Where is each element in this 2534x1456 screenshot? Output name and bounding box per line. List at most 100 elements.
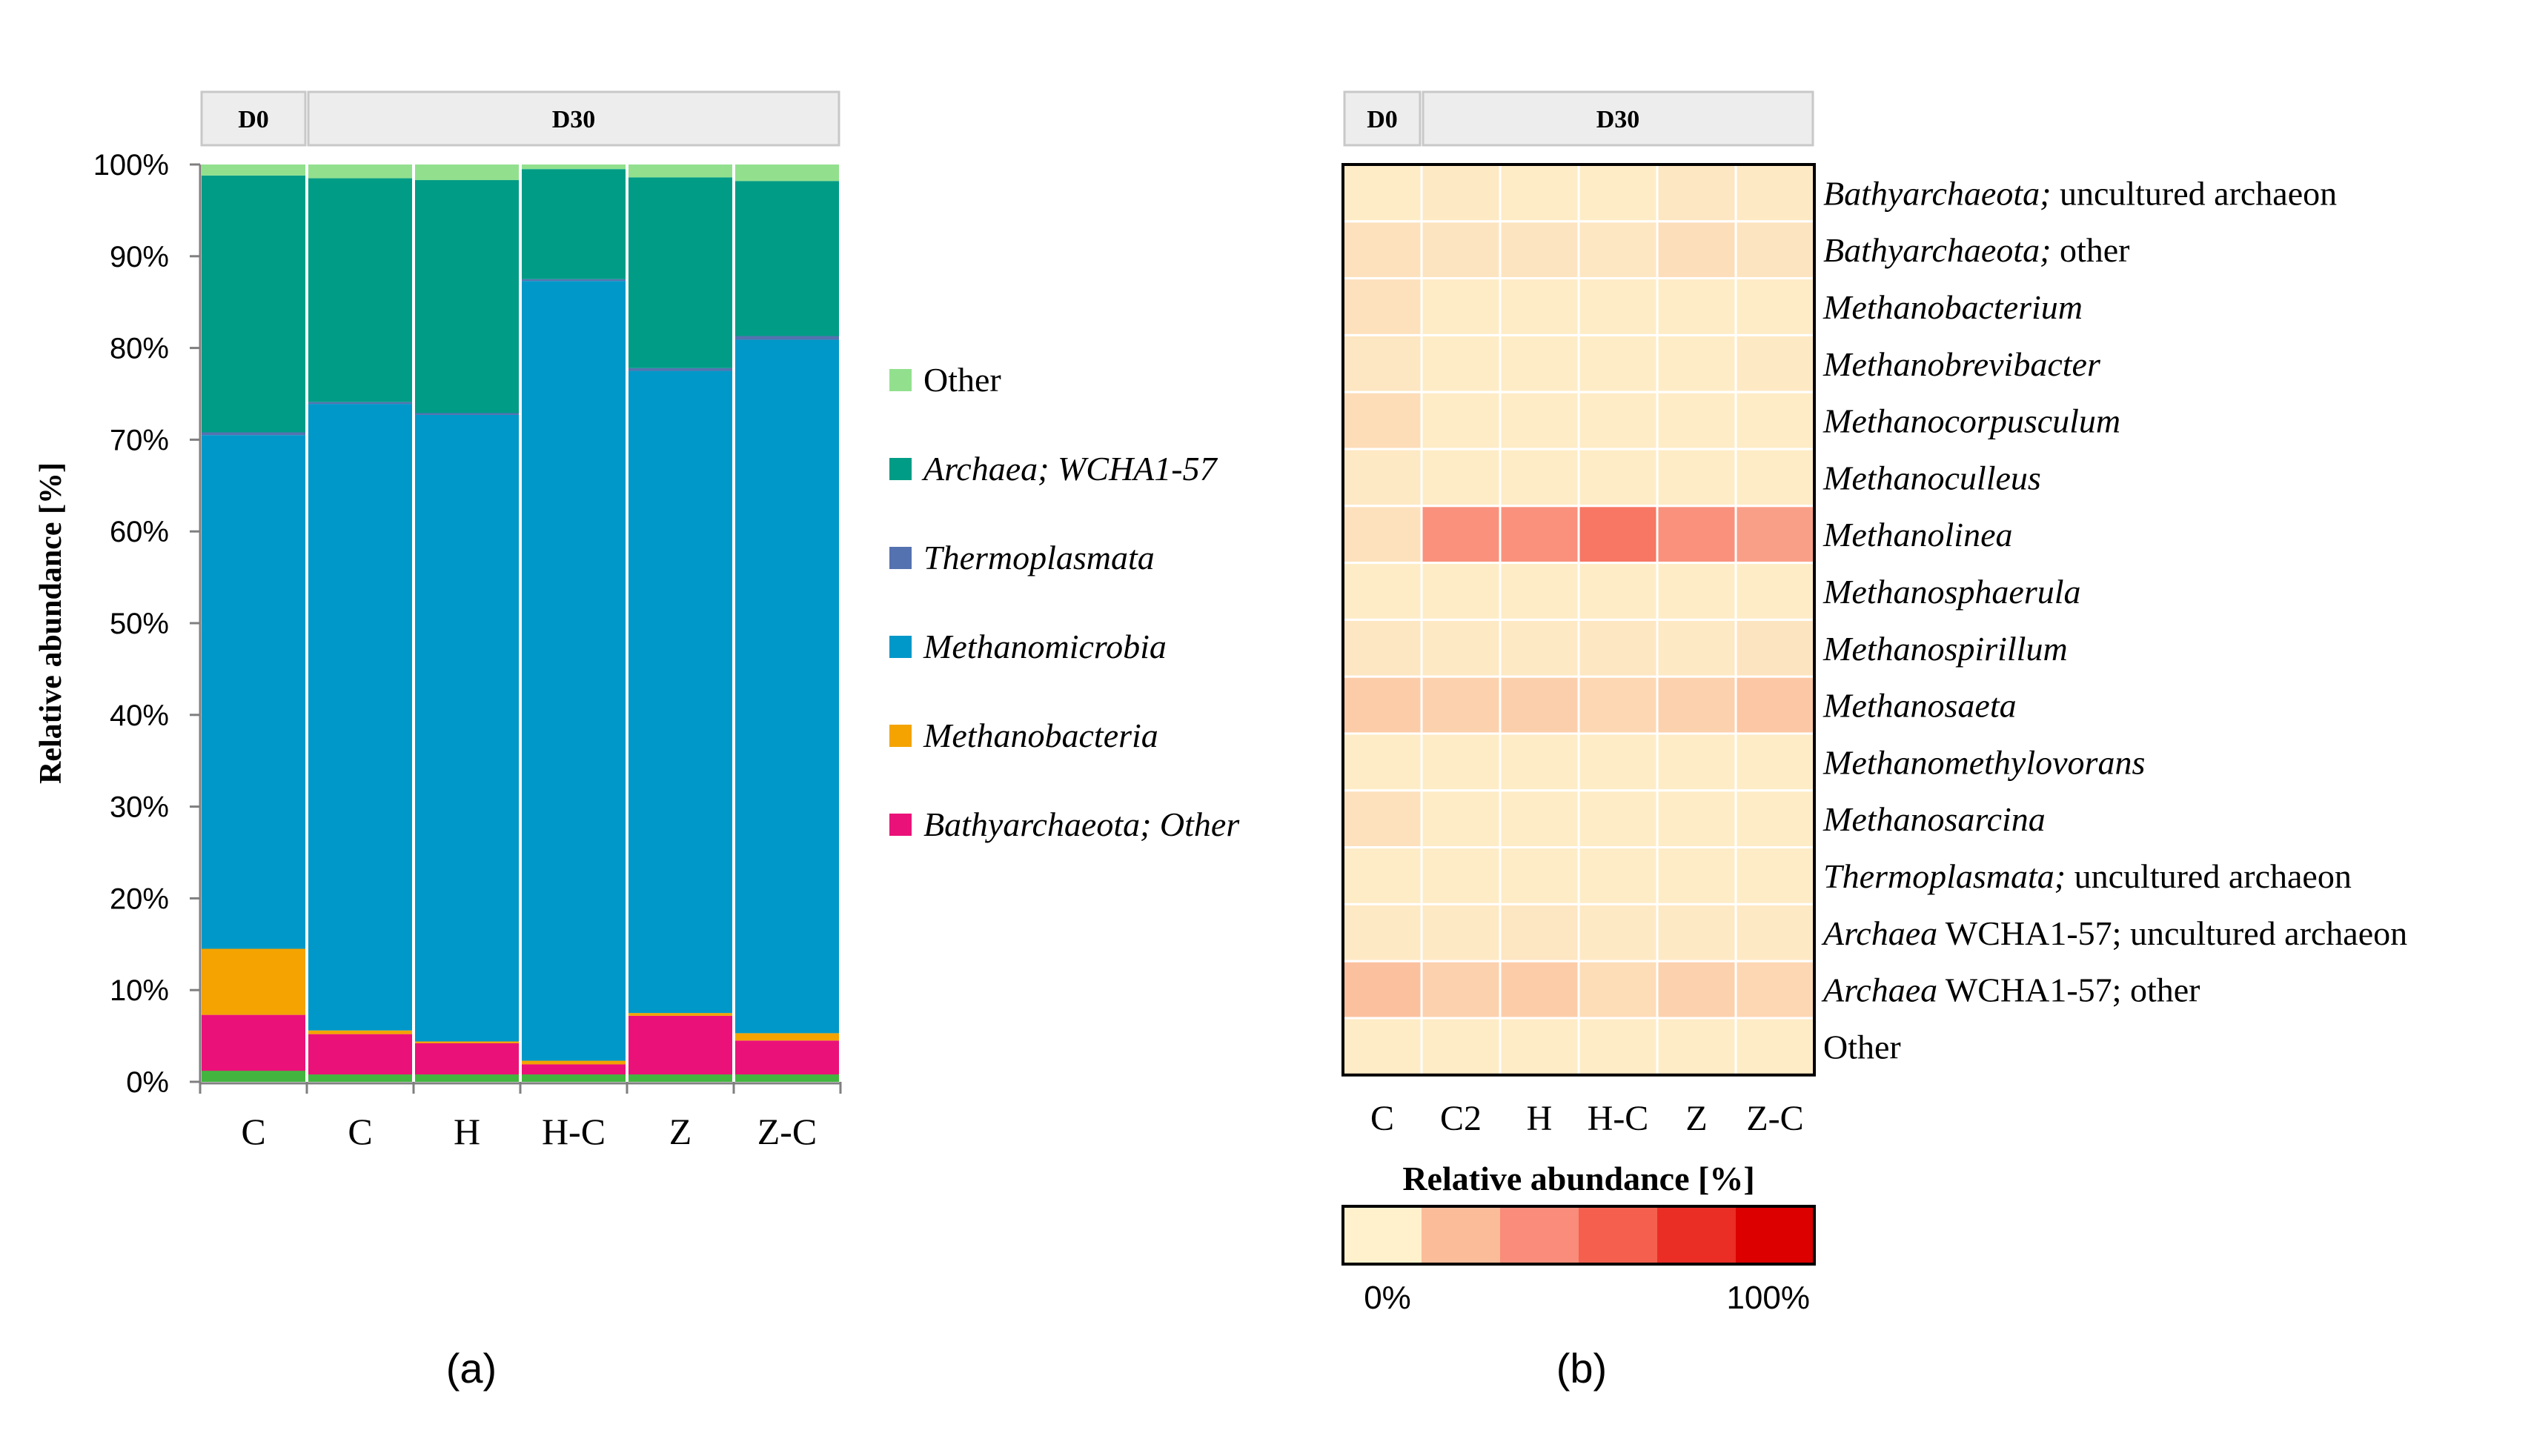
bar-segment-methanomicrobia xyxy=(522,281,626,1061)
heatmap-cell xyxy=(1577,618,1659,678)
y-tick-label: 50% xyxy=(110,608,169,640)
heatmap-cell xyxy=(1656,333,1737,393)
heatmap-cell xyxy=(1656,846,1737,905)
heatmap-cell xyxy=(1577,675,1659,735)
row-label-part: Archaea xyxy=(1821,971,1937,1009)
bar-segment-archaea-wcha1-57 xyxy=(628,177,732,368)
heatmap-cell xyxy=(1499,732,1580,792)
panel-label-b: (b) xyxy=(1556,1345,1607,1392)
heatmap-row-label: Methanomethylovorans xyxy=(1822,743,2145,781)
bar-segment-other xyxy=(522,164,626,170)
heatmap-cell xyxy=(1341,846,1423,905)
group-header-d30 xyxy=(307,90,840,147)
row-label-part: uncultured archaeon xyxy=(2066,857,2352,895)
bar-segment-methanobacteria xyxy=(202,948,305,1015)
heatmap-cell xyxy=(1341,789,1423,849)
heatmap-cell xyxy=(1499,390,1580,451)
row-label-part: Methanospirillum xyxy=(1822,630,2068,668)
heatmap-cell xyxy=(1734,675,1816,735)
y-tick-label: 60% xyxy=(110,516,169,548)
stacked-bar-chart: D0 D30 0% 10% 20% 30% 40% 50% 60% 70% 80% 90% 100% Re… xyxy=(34,90,1240,1392)
bar-bottom-sliver xyxy=(415,1074,519,1082)
bar-bottom-sliver xyxy=(522,1074,626,1082)
legend-label-archaea-wcha1-57: Archaea; WCHA1-57 xyxy=(921,450,1218,488)
heatmap-cell xyxy=(1420,618,1502,678)
heatmap-cell xyxy=(1656,163,1737,223)
heatmap-cell xyxy=(1734,789,1816,849)
heatmap-cell xyxy=(1341,448,1423,508)
heatmap-cell xyxy=(1656,562,1737,621)
group-label-d30: D30 xyxy=(552,106,596,133)
colorbar-swatch xyxy=(1657,1206,1736,1264)
heatmap-row-label: Bathyarchaeota; uncultured archaeon xyxy=(1823,174,2337,212)
heatmap-cell xyxy=(1341,675,1423,735)
bar-bottom-sliver xyxy=(735,1074,839,1082)
heatmap-cell xyxy=(1341,732,1423,792)
heatmap-group-header-d0 xyxy=(1343,90,1422,147)
row-label-part: Methanolinea xyxy=(1822,516,2013,554)
heatmap-cell xyxy=(1577,960,1659,1020)
row-label-part: Thermoplasmata; xyxy=(1823,857,2066,895)
heatmap-cell xyxy=(1499,675,1580,735)
heatmap-cell xyxy=(1734,505,1816,565)
row-label-part: Methanobacterium xyxy=(1822,288,2083,326)
heatmap-cell xyxy=(1577,390,1659,451)
heatmap-cell xyxy=(1734,1017,1816,1077)
colorbar-min-label: 0% xyxy=(1364,1280,1411,1316)
legend-label-methanomicrobia: Methanomicrobia xyxy=(923,628,1167,665)
heatmap-row-label: Bathyarchaeota; other xyxy=(1823,231,2129,269)
heatmap-row-label: Archaea WCHA1-57; other xyxy=(1821,971,2200,1009)
heatmap-cell xyxy=(1499,277,1580,336)
bar-segment-methanobacteria xyxy=(415,1041,519,1044)
row-label-part: Bathyarchaeota; xyxy=(1823,231,2051,269)
heatmap-cell xyxy=(1499,448,1580,508)
heatmap-row-label: Archaea WCHA1-57; uncultured archaeon xyxy=(1821,914,2407,952)
heatmap-column-label: Z-C xyxy=(1746,1099,1803,1138)
heatmap-cell xyxy=(1734,390,1816,451)
heatmap-cell xyxy=(1656,220,1737,280)
heatmap-cell xyxy=(1734,732,1816,792)
legend-swatch-methanobacteria xyxy=(889,725,912,747)
heatmap-cell xyxy=(1734,220,1816,280)
row-label-part: Methanobrevibacter xyxy=(1822,345,2101,383)
bar-segment-methanomicrobia xyxy=(415,414,519,1042)
legend-label-thermoplasmata: Thermoplasmata xyxy=(923,539,1155,576)
bar-segment-methanobacteria xyxy=(308,1030,412,1034)
heatmap-cell xyxy=(1734,333,1816,393)
heatmap-cell xyxy=(1656,902,1737,963)
bar-bottom-sliver xyxy=(308,1074,412,1082)
panel-label-a: (a) xyxy=(446,1345,497,1392)
heatmap-cell xyxy=(1499,618,1580,678)
bar-segment-archaea-wcha1-57 xyxy=(415,180,519,413)
colorbar-max-label: 100% xyxy=(1726,1280,1810,1316)
heatmap-cell xyxy=(1734,163,1816,223)
bar-segment-other xyxy=(415,164,519,181)
y-tick-label: 80% xyxy=(110,333,169,365)
colorbar-swatch xyxy=(1500,1206,1579,1264)
heatmap-cell xyxy=(1420,675,1502,735)
row-label-part: WCHA1-57; uncultured archaeon xyxy=(1937,914,2407,952)
heatmap-cell xyxy=(1499,846,1580,905)
heatmap-cell xyxy=(1499,163,1580,223)
heatmap-cell xyxy=(1577,163,1659,223)
heatmap-cell xyxy=(1734,562,1816,621)
row-label-part: Methanosphaerula xyxy=(1822,573,2081,611)
heatmap-cell xyxy=(1656,390,1737,451)
bar-segment-other xyxy=(628,164,732,178)
legend-swatch-other xyxy=(889,369,912,391)
bar-segment-bathyarchaeota-other xyxy=(628,1015,732,1082)
bar-segment-methanobacteria xyxy=(628,1013,732,1016)
heatmap-row-label: Methanobacterium xyxy=(1822,288,2083,326)
bar-segment-bathyarchaeota-other xyxy=(308,1034,412,1082)
bar-segment-other xyxy=(202,164,305,176)
x-tick-label: Z xyxy=(669,1111,692,1152)
bar-segment-methanomicrobia xyxy=(202,435,305,949)
row-label-part: Archaea xyxy=(1821,914,1937,952)
heatmap-cell xyxy=(1656,277,1737,336)
heatmap-row-label: Methanosarcina xyxy=(1822,800,2046,838)
heatmap-cell xyxy=(1734,618,1816,678)
legend-swatch-bathyarchaeota-other xyxy=(889,814,912,836)
heatmap-cell xyxy=(1420,846,1502,905)
colorbar-swatch xyxy=(1422,1206,1500,1264)
